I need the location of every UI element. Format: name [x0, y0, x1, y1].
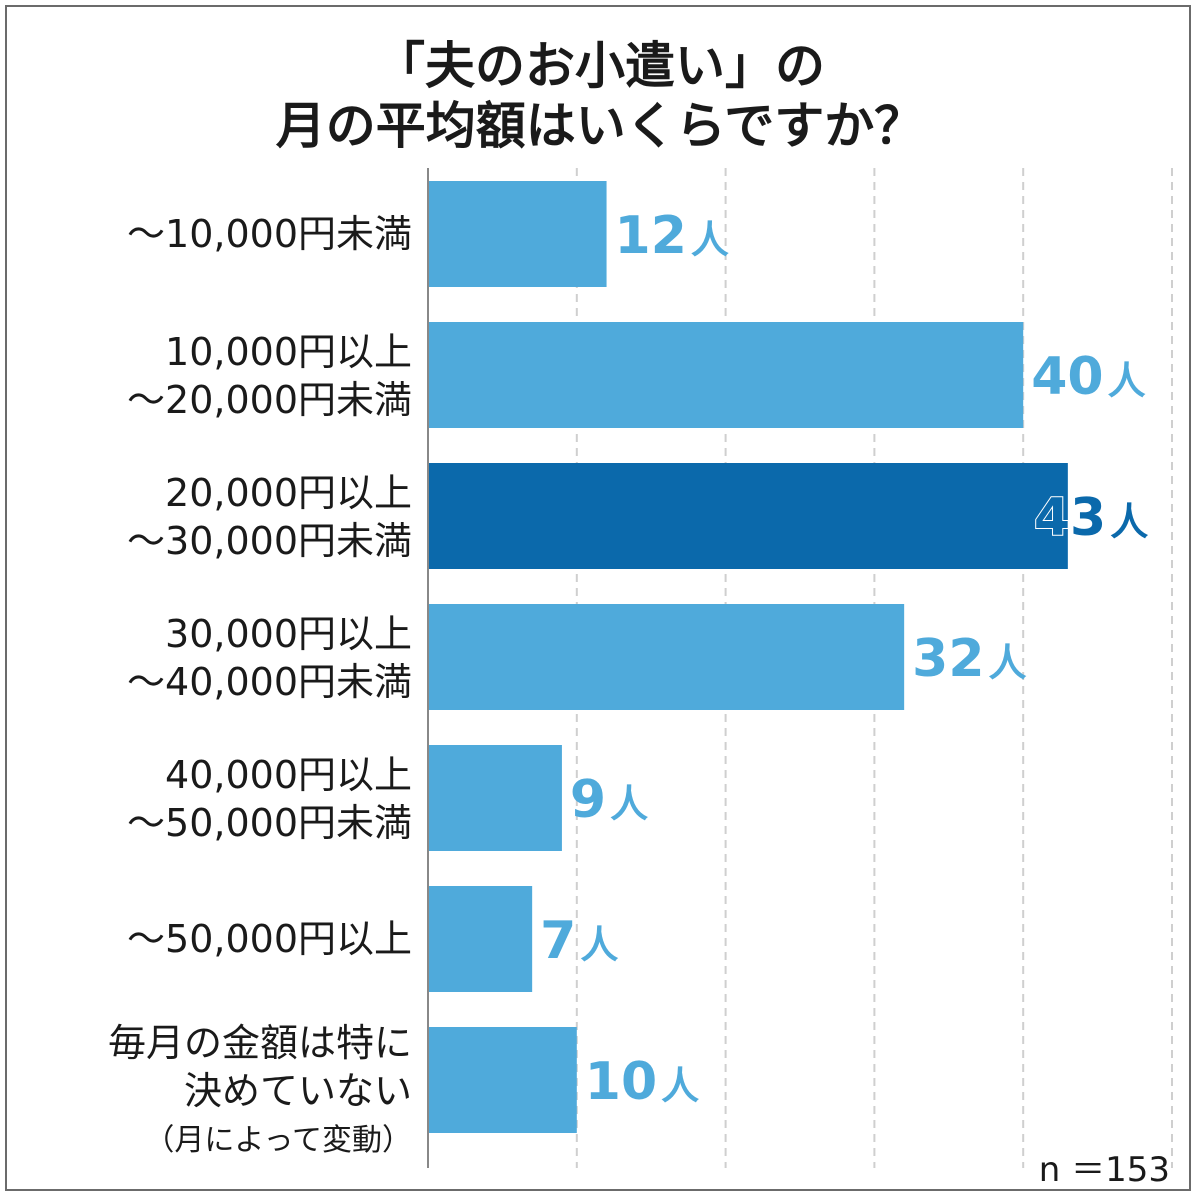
value-unit-4: 人 — [610, 782, 648, 826]
value-number-4: 9 — [570, 770, 606, 830]
category-label-3-0: 30,000円以上 — [165, 612, 412, 656]
category-label-1-0: 10,000円以上 — [165, 330, 412, 374]
category-label-6-1: 決めていない — [184, 1069, 412, 1113]
value-number-2: 43 — [1034, 488, 1106, 548]
category-label-4-0: 40,000円以上 — [165, 753, 412, 797]
value-number-3: 32 — [912, 629, 984, 689]
value-unit-5: 人 — [580, 923, 618, 967]
category-label-3-1: ～40,000円未満 — [127, 660, 412, 704]
bar-2 — [428, 463, 1068, 569]
category-label-6-2: （月によって変動） — [144, 1123, 412, 1158]
chart-title-line-2: 月の平均額はいくらですか？ — [275, 97, 925, 155]
value-number-6: 10 — [585, 1052, 657, 1112]
category-label-0-0: ～10,000円未満 — [127, 212, 412, 256]
value-number-1: 40 — [1031, 347, 1103, 407]
value-unit-6: 人 — [661, 1064, 699, 1108]
value-unit-1: 人 — [1108, 359, 1146, 403]
category-label-1-1: ～20,000円未満 — [127, 378, 412, 422]
bar-0 — [428, 181, 607, 287]
category-label-6-0: 毎月の金額は特に — [108, 1021, 412, 1065]
category-label-4-1: ～50,000円未満 — [127, 801, 412, 845]
value-unit-3: 人 — [989, 641, 1027, 685]
category-label-5-0: ～50,000円以上 — [127, 917, 412, 961]
chart-title-line-1: 「夫のお小遣い」の — [375, 37, 825, 95]
bar-3 — [428, 604, 905, 710]
bar-4 — [428, 745, 562, 851]
bar-1 — [428, 322, 1024, 428]
category-label-2-1: ～30,000円未満 — [127, 519, 412, 563]
value-label-2: 43 人 — [1034, 488, 1148, 548]
bar-5 — [428, 886, 533, 992]
value-label-3: 32 人 — [912, 629, 1026, 689]
value-number-5: 7 — [540, 911, 576, 971]
value-unit-2: 人 — [1110, 500, 1148, 544]
value-label-6: 10 人 — [585, 1052, 699, 1112]
bar-6 — [428, 1027, 577, 1133]
value-unit-0: 人 — [691, 218, 729, 262]
category-label-2-0: 20,000円以上 — [165, 471, 412, 515]
value-number-0: 12 — [615, 206, 687, 266]
value-label-0: 12 人 — [615, 206, 729, 266]
value-label-1: 40 人 — [1031, 347, 1145, 407]
sample-size-label: n ＝153 — [1038, 1150, 1170, 1190]
